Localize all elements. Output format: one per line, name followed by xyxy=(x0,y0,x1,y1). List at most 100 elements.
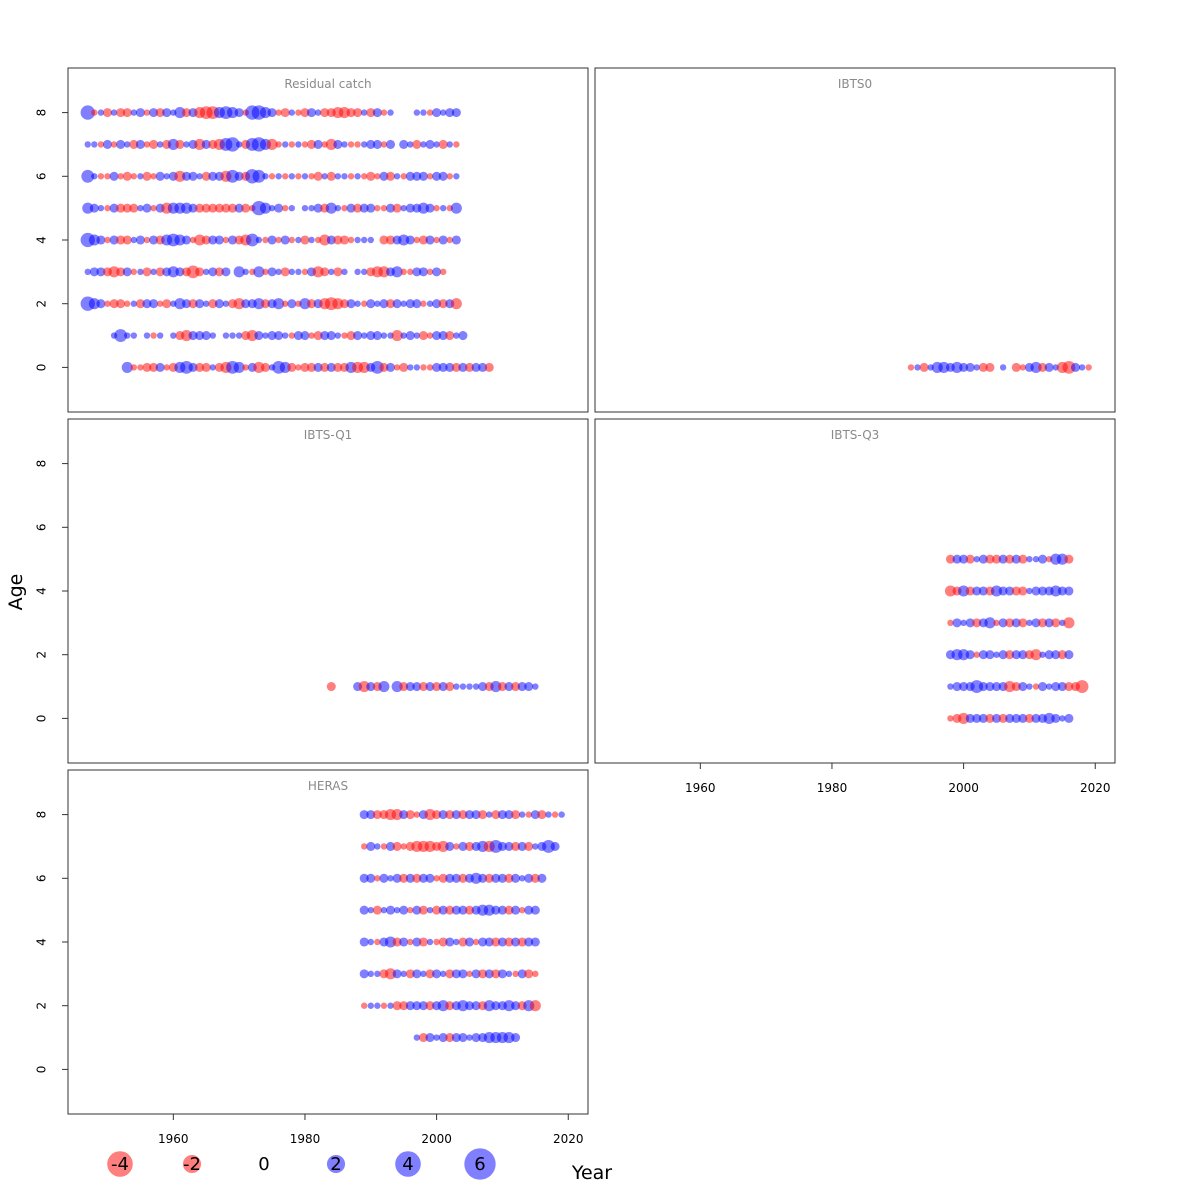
residual-bubble xyxy=(180,330,193,342)
residual-bubble xyxy=(391,809,403,821)
residual-bubble xyxy=(359,937,369,947)
residual-bubble xyxy=(162,299,172,309)
residual-bubble xyxy=(393,173,401,180)
y-tick-label: 6 xyxy=(35,874,49,882)
residual-bubble xyxy=(425,1001,435,1011)
residual-bubble xyxy=(471,1033,481,1043)
residual-bubble xyxy=(425,1033,435,1043)
residual-bubble xyxy=(425,203,435,213)
residual-bubble xyxy=(503,1032,515,1044)
residual-bubble xyxy=(432,108,442,118)
legend-label: -2 xyxy=(183,1154,201,1175)
residual-bubble xyxy=(135,299,145,309)
residual-bubble xyxy=(445,362,455,372)
residual-bubble xyxy=(412,171,422,181)
residual-bubble xyxy=(262,236,269,244)
residual-bubble xyxy=(958,712,970,724)
residual-bubble xyxy=(379,171,389,181)
residual-bubble xyxy=(445,937,455,947)
residual-bubble xyxy=(970,680,984,693)
residual-bubble xyxy=(464,810,475,820)
residual-bubble xyxy=(174,298,186,310)
residual-bubble xyxy=(374,300,381,307)
residual-bubble xyxy=(511,810,521,820)
residual-bubble xyxy=(208,203,218,213)
residual-bubble xyxy=(372,810,382,820)
residual-bubble xyxy=(130,236,138,244)
residual-bubble xyxy=(405,1001,415,1011)
residual-bubble xyxy=(122,267,132,277)
residual-bubble xyxy=(366,810,376,820)
residual-bubble xyxy=(466,1034,473,1041)
x-axis-title: Year xyxy=(571,1162,612,1184)
residual-bubble xyxy=(392,299,402,309)
residual-bubble xyxy=(464,841,475,851)
y-tick-label: 8 xyxy=(35,811,49,819)
residual-bubble xyxy=(386,905,396,915)
residual-bubble xyxy=(458,969,468,979)
residual-bubble xyxy=(451,108,461,118)
residual-bubble xyxy=(288,332,295,339)
residual-bubble xyxy=(425,139,435,149)
residual-bubble xyxy=(156,141,164,148)
residual-bubble xyxy=(432,267,442,277)
y-tick-label: 4 xyxy=(35,236,49,244)
residual-bubble xyxy=(445,841,455,851)
residual-bubble xyxy=(413,364,421,371)
residual-bubble xyxy=(1050,585,1062,597)
residual-bubble xyxy=(1062,361,1076,374)
residual-bubble xyxy=(405,331,415,341)
residual-bubble xyxy=(116,267,126,277)
residual-bubble xyxy=(532,683,539,690)
residual-bubble xyxy=(188,331,198,341)
residual-bubble xyxy=(359,969,369,979)
residual-bubble xyxy=(438,171,448,181)
residual-bubble xyxy=(254,331,264,341)
residual-bubble xyxy=(361,109,368,116)
residual-bubble xyxy=(504,905,514,915)
residual-bubble xyxy=(361,300,368,307)
residual-bubble xyxy=(484,969,494,979)
residual-bubble xyxy=(445,108,455,118)
residual-bubble xyxy=(529,1000,541,1012)
residual-bubble xyxy=(504,937,514,947)
residual-bubble xyxy=(361,236,368,244)
bubble-group xyxy=(944,553,1089,724)
residual-bubble xyxy=(439,268,447,276)
residual-bubble xyxy=(432,299,442,309)
residual-bubble xyxy=(137,364,144,371)
panel-title: Residual catch xyxy=(284,77,371,91)
residual-bubble xyxy=(97,141,105,148)
residual-bubble xyxy=(227,107,239,119)
residual-bubble xyxy=(137,268,144,276)
residual-bubble xyxy=(338,107,350,119)
residual-bubble xyxy=(354,173,361,180)
residual-bubble xyxy=(466,683,473,690)
residual-bubble xyxy=(326,171,336,181)
residual-bubble xyxy=(209,332,217,339)
residual-bubble xyxy=(288,173,295,180)
residual-bubble xyxy=(295,364,302,371)
residual-bubble xyxy=(545,811,552,818)
residual-bubble xyxy=(130,109,138,116)
panel-4: HERAS 0 2 4 6 8 1960 1980 2000 2020 xyxy=(35,769,589,1146)
residual-bubble xyxy=(163,364,170,371)
residual-bubble xyxy=(439,204,447,212)
residual-bubble xyxy=(391,266,403,278)
residual-bubble xyxy=(1005,650,1015,660)
residual-bubble xyxy=(1011,618,1021,628)
residual-bubble xyxy=(453,938,460,946)
residual-bubble xyxy=(497,873,507,883)
residual-bubble xyxy=(985,713,995,723)
residual-bubble xyxy=(167,266,179,278)
legend-label: 0 xyxy=(258,1154,269,1175)
residual-bubble xyxy=(412,267,422,277)
residual-bubble xyxy=(279,361,291,373)
residual-bubble xyxy=(354,268,361,276)
residual-bubble xyxy=(432,682,442,692)
residual-bubble xyxy=(1030,649,1042,661)
panel-frame xyxy=(67,418,589,764)
residual-bubble xyxy=(511,1033,521,1043)
residual-bubble xyxy=(194,234,206,246)
residual-bubble xyxy=(407,141,414,148)
